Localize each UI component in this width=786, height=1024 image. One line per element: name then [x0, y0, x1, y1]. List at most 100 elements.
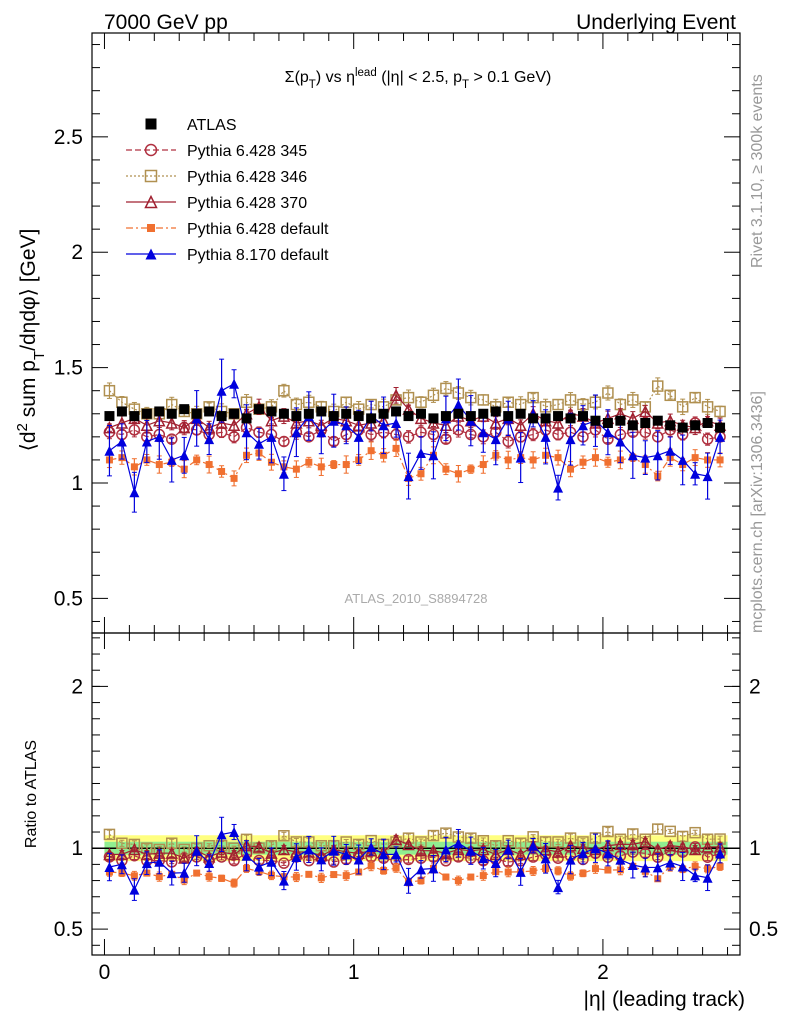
data-point [317, 463, 325, 471]
data-point [602, 825, 614, 838]
data-point [691, 454, 699, 462]
data-point [554, 454, 562, 462]
ratio-y-tick-label-right: 1 [749, 837, 761, 860]
data-point [403, 471, 414, 482]
data-point [665, 420, 676, 431]
data-point [204, 406, 215, 417]
data-point [415, 396, 427, 408]
x-tick-label: 1 [348, 961, 360, 984]
data-point [677, 454, 688, 465]
data-point [702, 418, 713, 428]
data-point [291, 411, 302, 422]
data-point [316, 406, 327, 417]
data-point [328, 845, 339, 856]
ratio-panel: 0.5 0.5 1 1 2 2 0 1 2 [54, 632, 778, 984]
data-point [440, 382, 452, 395]
data-point [403, 875, 414, 886]
data-point [502, 435, 514, 448]
data-point [278, 857, 290, 869]
data-point [714, 405, 726, 418]
data-point [567, 872, 575, 880]
data-point [627, 394, 639, 406]
data-point [218, 467, 226, 475]
data-point [579, 458, 587, 466]
data-point [701, 840, 714, 853]
data-point [179, 867, 190, 878]
data-point [467, 873, 475, 881]
data-point [155, 873, 163, 881]
data-point [218, 874, 226, 882]
data-point [515, 408, 526, 419]
data-point [591, 865, 599, 873]
data-point [141, 408, 152, 419]
x-tick-label: 2 [597, 961, 609, 984]
data-point [229, 378, 240, 389]
data-point [227, 418, 241, 432]
data-point [330, 871, 338, 879]
data-point [104, 411, 115, 422]
data-point [527, 428, 539, 441]
series-line [109, 382, 721, 493]
data-point [392, 444, 400, 452]
series-atlas [104, 404, 726, 433]
data-point [128, 424, 141, 436]
data-point [504, 868, 512, 876]
data-point [453, 838, 464, 849]
data-point [402, 431, 415, 443]
data-point [317, 874, 325, 882]
data-point [490, 858, 501, 869]
data-point [391, 849, 402, 860]
data-point [602, 848, 613, 859]
data-point [503, 411, 514, 422]
data-point [116, 406, 127, 417]
data-point [205, 461, 213, 469]
ratio-y-tick-label-right: 0.5 [749, 918, 778, 941]
data-point [652, 823, 664, 835]
data-point [389, 388, 403, 402]
data-point [316, 427, 327, 438]
data-point [253, 404, 264, 415]
data-point [690, 468, 701, 479]
data-point [253, 438, 264, 449]
legend-marker [144, 194, 158, 209]
data-point [665, 445, 676, 456]
data-point [427, 829, 440, 842]
series-line [109, 831, 721, 891]
data-point [328, 411, 339, 422]
data-point [303, 408, 314, 419]
legend-item: Pythia 6.428 default [126, 221, 329, 238]
legend-marker [147, 224, 155, 232]
data-point [216, 411, 227, 422]
data-point [702, 872, 713, 883]
data-point [676, 401, 689, 413]
data-point [715, 431, 726, 442]
data-point [391, 418, 402, 428]
data-point [330, 461, 338, 469]
data-point [478, 853, 489, 864]
y-tick-label: 1 [71, 472, 83, 495]
data-point [627, 450, 638, 461]
data-point [392, 864, 400, 872]
data-point [689, 391, 701, 404]
data-point [378, 849, 389, 860]
data-point [664, 825, 676, 838]
series-line [109, 828, 721, 851]
y-axis-label: ⟨d2 sum pT/dηdφ⟩ [GeV] [14, 229, 48, 452]
data-point [227, 847, 241, 861]
series-pythia-8-170-default [104, 816, 726, 901]
data-point [689, 826, 701, 839]
data-point [453, 399, 464, 410]
x-axis-label: |η| (leading track) [584, 988, 745, 1011]
y-tick-label: 1.5 [54, 357, 83, 380]
data-point [305, 458, 313, 466]
legend-label: Pythia 6.428 default [187, 221, 329, 238]
data-point [428, 450, 439, 461]
data-point [193, 456, 201, 464]
data-point [417, 877, 425, 885]
data-point [403, 411, 414, 422]
data-point [166, 868, 177, 879]
data-point [490, 434, 501, 445]
analysis-watermark: ATLAS_2010_S8894728 [345, 591, 488, 606]
data-point [565, 434, 576, 445]
